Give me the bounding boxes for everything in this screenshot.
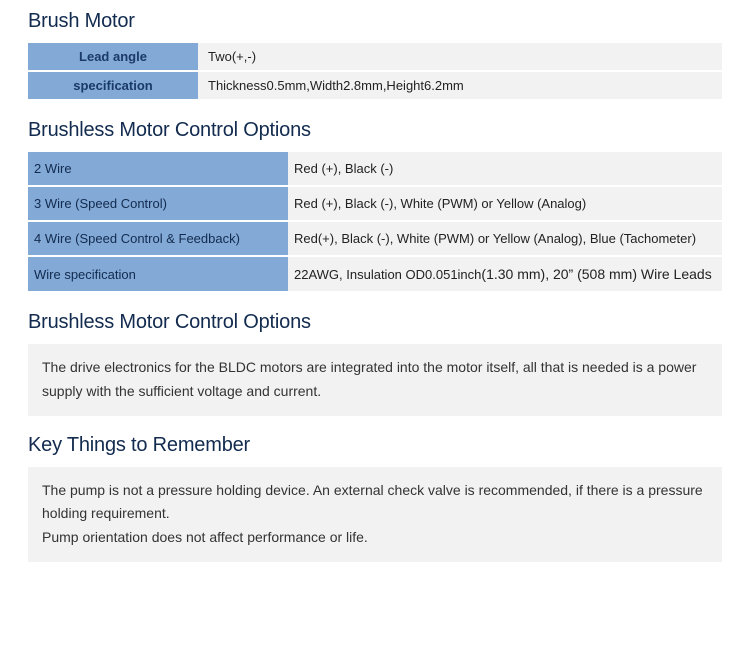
bldc-note-heading: Brushless Motor Control Options: [28, 311, 722, 334]
row-label: specification: [28, 71, 198, 100]
key-things-line1: The pump is not a pressure holding devic…: [42, 479, 708, 527]
table-row: 2 Wire Red (+), Black (-): [28, 152, 722, 186]
row-value: Two(+,-): [198, 43, 722, 71]
key-things-heading: Key Things to Remember: [28, 434, 722, 457]
table-row: Wire specification 22AWG, Insulation OD0…: [28, 256, 722, 292]
row-key: 2 Wire: [28, 152, 288, 186]
table-row: specification Thickness0.5mm,Width2.8mm,…: [28, 71, 722, 100]
bldc-options-heading: Brushless Motor Control Options: [28, 119, 722, 142]
row-key: 3 Wire (Speed Control): [28, 186, 288, 221]
wire-spec-suffix: (1.30 mm), 20” (508 mm) Wire Leads: [481, 266, 711, 282]
row-value: Red(+), Black (-), White (PWM) or Yellow…: [288, 221, 722, 256]
table-row: 4 Wire (Speed Control & Feedback) Red(+)…: [28, 221, 722, 256]
row-key: Wire specification: [28, 256, 288, 292]
row-value: Red (+), Black (-), White (PWM) or Yello…: [288, 186, 722, 221]
bldc-note-text: The drive electronics for the BLDC motor…: [28, 344, 722, 416]
key-things-text: The pump is not a pressure holding devic…: [28, 467, 722, 562]
brush-motor-table: Lead angle Two(+,-) specification Thickn…: [28, 43, 722, 101]
brush-motor-heading: Brush Motor: [28, 10, 722, 33]
key-things-line2: Pump orientation does not affect perform…: [42, 526, 708, 550]
wire-spec-prefix: 22AWG, Insulation OD0.051inch: [294, 267, 481, 282]
table-row: Lead angle Two(+,-): [28, 43, 722, 71]
row-value: Red (+), Black (-): [288, 152, 722, 186]
row-value: 22AWG, Insulation OD0.051inch(1.30 mm), …: [288, 256, 722, 292]
row-label: Lead angle: [28, 43, 198, 71]
row-key: 4 Wire (Speed Control & Feedback): [28, 221, 288, 256]
bldc-options-table: 2 Wire Red (+), Black (-) 3 Wire (Speed …: [28, 152, 722, 293]
row-value: Thickness0.5mm,Width2.8mm,Height6.2mm: [198, 71, 722, 100]
table-row: 3 Wire (Speed Control) Red (+), Black (-…: [28, 186, 722, 221]
